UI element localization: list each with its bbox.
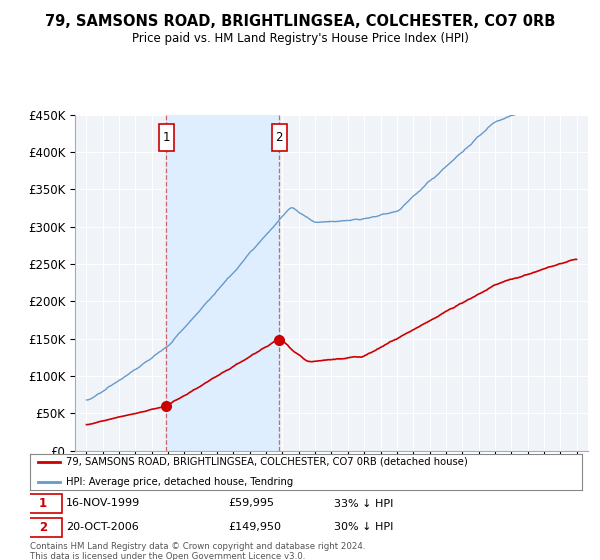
Text: Price paid vs. HM Land Registry's House Price Index (HPI): Price paid vs. HM Land Registry's House … [131,32,469,45]
Text: 33% ↓ HPI: 33% ↓ HPI [334,498,393,508]
Text: 30% ↓ HPI: 30% ↓ HPI [334,522,393,533]
Text: 1: 1 [163,130,170,144]
FancyBboxPatch shape [25,518,62,537]
Text: £149,950: £149,950 [229,522,282,533]
Text: £59,995: £59,995 [229,498,275,508]
Text: 2: 2 [39,521,47,534]
FancyBboxPatch shape [272,124,287,151]
FancyBboxPatch shape [159,124,173,151]
Text: 2: 2 [275,130,283,144]
FancyBboxPatch shape [25,494,62,513]
Text: 16-NOV-1999: 16-NOV-1999 [66,498,140,508]
Bar [166,115,279,451]
Text: Contains HM Land Registry data © Crown copyright and database right 2024.
This d: Contains HM Land Registry data © Crown c… [30,542,365,560]
Text: 20-OCT-2006: 20-OCT-2006 [66,522,139,533]
Text: HPI: Average price, detached house, Tendring: HPI: Average price, detached house, Tend… [66,477,293,487]
Text: 79, SAMSONS ROAD, BRIGHTLINGSEA, COLCHESTER, CO7 0RB (detached house): 79, SAMSONS ROAD, BRIGHTLINGSEA, COLCHES… [66,456,467,466]
Text: 1: 1 [39,497,47,510]
Text: 79, SAMSONS ROAD, BRIGHTLINGSEA, COLCHESTER, CO7 0RB: 79, SAMSONS ROAD, BRIGHTLINGSEA, COLCHES… [45,14,555,29]
